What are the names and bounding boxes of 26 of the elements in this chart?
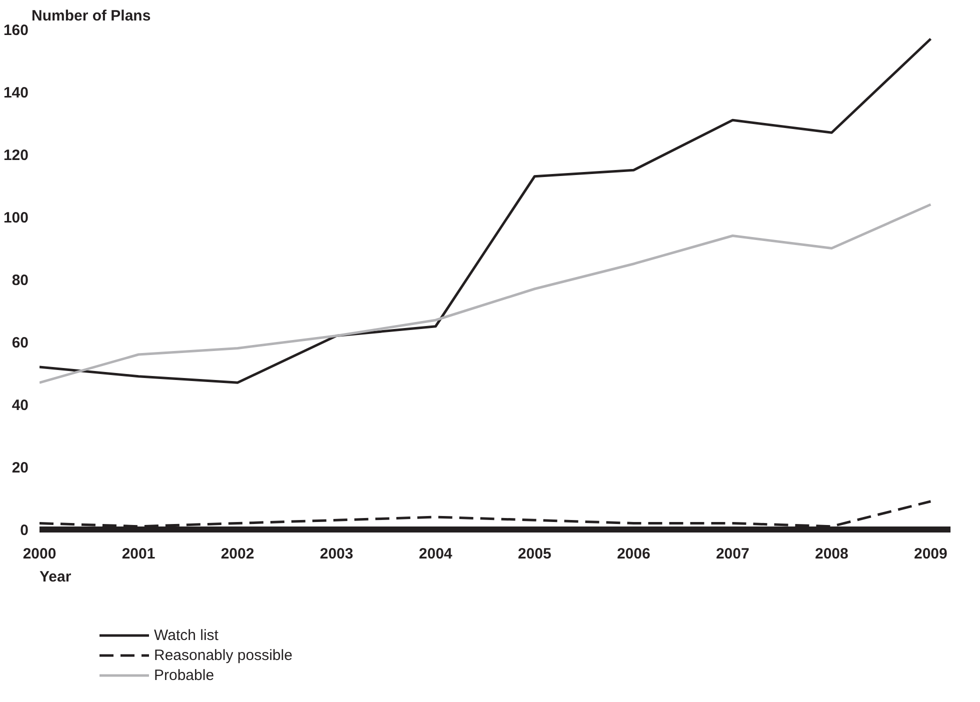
x-tick-label: 2007 (716, 546, 750, 562)
y-tick-label: 40 (12, 397, 29, 414)
y-tick-label: 60 (12, 334, 29, 352)
y-tick-label: 20 (12, 460, 29, 476)
x-tick-label: 2002 (220, 546, 254, 562)
y-tick-label: 80 (12, 272, 29, 289)
x-tick-label: 2005 (518, 546, 552, 562)
x-tick-label: 2008 (814, 546, 848, 562)
x-tick-label: 2009 (914, 546, 948, 562)
x-tick-label: 2003 (320, 546, 354, 562)
x-tick-label: 2001 (122, 546, 156, 562)
x-axis-title: Year (40, 568, 72, 586)
legend-label: Watch list (154, 626, 218, 644)
x-tick-label: 2006 (616, 546, 650, 562)
y-tick-label: 120 (3, 147, 29, 164)
x-tick-label: 2004 (418, 546, 453, 562)
legend-label: Probable (154, 666, 214, 684)
y-tick-label: 160 (3, 22, 29, 39)
legend-label: Reasonably possible (154, 646, 292, 664)
line-series (40, 203, 932, 384)
y-axis-title: Number of Plans (32, 8, 151, 24)
line-series (40, 38, 932, 384)
y-tick-label: 100 (3, 210, 29, 226)
y-tick-label: 140 (3, 84, 29, 102)
x-tick-label: 2000 (22, 546, 56, 562)
y-tick-label: 0 (20, 522, 28, 539)
